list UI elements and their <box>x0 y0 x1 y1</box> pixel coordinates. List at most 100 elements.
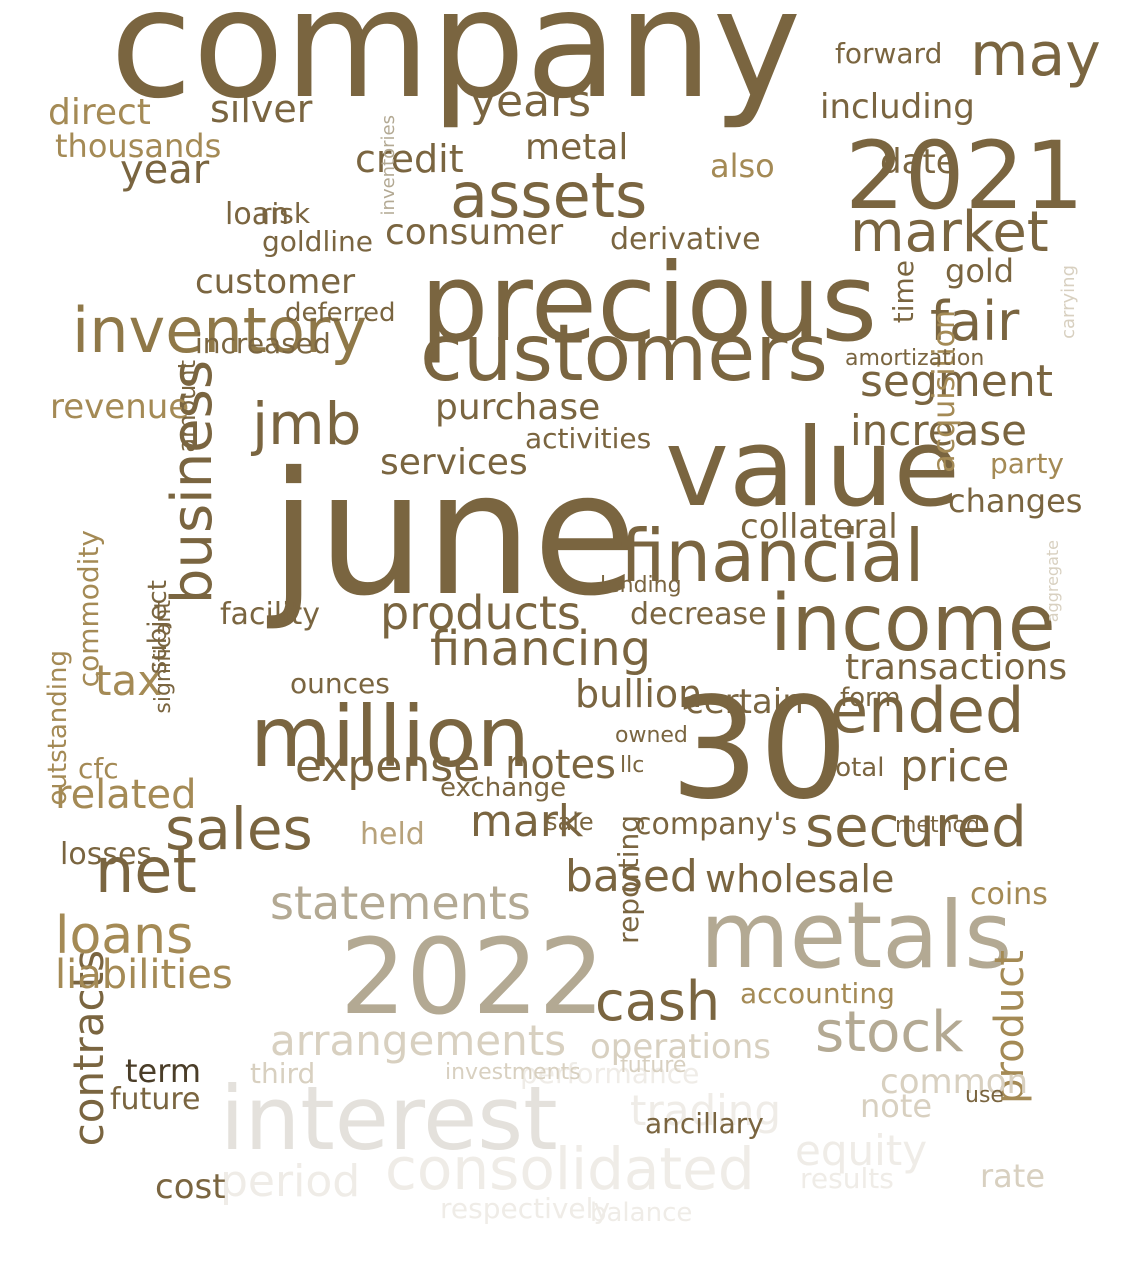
cloud-word-collateral: collateral <box>740 507 898 547</box>
cloud-word-30: 30 <box>670 668 849 831</box>
cloud-word-performance: performance <box>520 1057 700 1090</box>
cloud-word-sales: sales <box>165 795 313 863</box>
cloud-word-balance: balance <box>590 1198 693 1228</box>
cloud-word-forward: forward <box>835 37 943 70</box>
cloud-word-statements: statements <box>270 876 531 930</box>
cloud-word-company-s: company's <box>635 807 798 842</box>
cloud-word-note: note <box>860 1087 933 1125</box>
cloud-word-losses: losses <box>60 837 153 872</box>
cloud-word-years: years <box>470 76 592 127</box>
cloud-word-operations: operations <box>590 1027 771 1067</box>
cloud-word-revenue: revenue <box>50 387 190 427</box>
cloud-word-loans: loans <box>55 906 194 966</box>
cloud-word-fair: fair <box>930 290 1020 353</box>
cloud-word-may: may <box>970 20 1101 90</box>
cloud-word-future: future <box>620 1053 687 1078</box>
cloud-word-secured: secured <box>805 795 1027 860</box>
cloud-word-interest: interest <box>220 1067 558 1170</box>
cloud-word-notes: notes <box>505 742 616 788</box>
cloud-word-metals: metals <box>700 882 1013 989</box>
cloud-word-inventories: inventories <box>378 115 399 216</box>
cloud-word-derivative: derivative <box>610 222 761 257</box>
cloud-word-carrying: carrying <box>1058 265 1079 339</box>
cloud-word-aggregate: aggregate <box>1043 540 1062 623</box>
cloud-word-company: company <box>110 0 802 132</box>
cloud-word-results: results <box>800 1162 894 1195</box>
cloud-word-lending: lending <box>600 573 682 598</box>
cloud-word-activities: activities <box>525 422 652 455</box>
cloud-word-period: period <box>220 1156 361 1207</box>
cloud-word-products: products <box>380 586 581 640</box>
cloud-word-owned: owned <box>615 723 688 748</box>
cloud-word-form: form <box>840 683 901 713</box>
cloud-word-credit: credit <box>355 137 464 181</box>
cloud-word-equity: equity <box>795 1126 928 1175</box>
cloud-word-use: use <box>965 1083 1004 1108</box>
cloud-word-direct: direct <box>48 92 151 133</box>
cloud-word-respectively: respectively <box>440 1192 611 1225</box>
cloud-word-tax: tax <box>95 656 163 705</box>
cloud-word-increase: increase <box>850 406 1028 455</box>
cloud-word-customer: customer <box>195 262 356 302</box>
cloud-word-jmb: jmb <box>252 390 362 458</box>
cloud-word-customers: customers <box>420 309 828 399</box>
cloud-word-ended: ended <box>830 674 1025 747</box>
cloud-word-price: price <box>900 741 1010 792</box>
cloud-word-cfc: cfc <box>78 752 119 785</box>
cloud-word-future: future <box>110 1082 201 1117</box>
cloud-word-arrangements: arrangements <box>270 1016 567 1065</box>
cloud-word-services: services <box>380 442 528 483</box>
cloud-word-based: based <box>565 851 698 902</box>
cloud-word-commodity: commodity <box>72 530 105 688</box>
cloud-word-date: date <box>880 142 957 182</box>
cloud-word-thousands: thousands <box>55 127 222 165</box>
cloud-word-certain: certain <box>685 682 804 722</box>
cloud-word-june: june <box>270 436 638 634</box>
cloud-word-inventory: inventory <box>72 294 368 367</box>
cloud-word-million: million <box>250 688 530 786</box>
cloud-word-2022: 2022 <box>340 916 605 1038</box>
cloud-word-increased: increased <box>195 327 331 360</box>
cloud-word-rate: rate <box>980 1157 1045 1195</box>
cloud-word-facility: facility <box>220 597 320 632</box>
cloud-word-cash: cash <box>595 970 721 1033</box>
cloud-word-segment: segment <box>860 356 1053 407</box>
cloud-word-decrease: decrease <box>630 597 767 632</box>
cloud-word-liabilities: liabilities <box>55 952 233 998</box>
cloud-word-held: held <box>360 817 425 852</box>
cloud-word-sale: sale <box>545 808 594 836</box>
cloud-word-bullion: bullion <box>575 672 703 716</box>
cloud-word-goldline: goldline <box>262 225 373 258</box>
cloud-word-risk: risk <box>260 197 311 230</box>
cloud-word-common: common <box>880 1062 1029 1102</box>
cloud-word-outstanding: outstanding <box>43 650 73 806</box>
cloud-word-exchange: exchange <box>440 773 567 803</box>
cloud-word-gold: gold <box>945 252 1015 290</box>
cloud-word-related: related <box>55 772 197 818</box>
cloud-word-party: party <box>990 447 1064 480</box>
cloud-word-third: third <box>250 1057 316 1090</box>
cloud-word-changes: changes <box>948 482 1083 520</box>
cloud-word-value: value <box>665 406 960 531</box>
cloud-word-total: total <box>825 753 885 783</box>
cloud-word-financial: financial <box>620 514 925 598</box>
cloud-word-also: also <box>710 147 775 185</box>
cloud-word-llc: llc <box>620 753 645 778</box>
cloud-word-market: market <box>850 200 1049 265</box>
cloud-word-trading: trading <box>630 1086 782 1135</box>
cloud-word-loan: loan <box>225 197 290 232</box>
cloud-word-metal: metal <box>525 127 629 168</box>
cloud-word-precious: precious <box>420 241 878 366</box>
cloud-word-mark: mark <box>470 796 584 847</box>
cloud-word-amortization: amortization <box>845 346 985 371</box>
cloud-word-deferred: deferred <box>285 298 396 328</box>
cloud-word-ancillary: ancillary <box>645 1107 764 1140</box>
cloud-word-including: including <box>820 87 975 127</box>
cloud-word-acquisition: acquisition <box>927 310 962 473</box>
cloud-word-consumer: consumer <box>385 212 564 253</box>
cloud-word-financing: financing <box>430 621 652 677</box>
cloud-word-purchase: purchase <box>435 387 601 428</box>
cloud-word-stock: stock <box>815 1000 964 1065</box>
cloud-word-silver: silver <box>210 87 313 131</box>
